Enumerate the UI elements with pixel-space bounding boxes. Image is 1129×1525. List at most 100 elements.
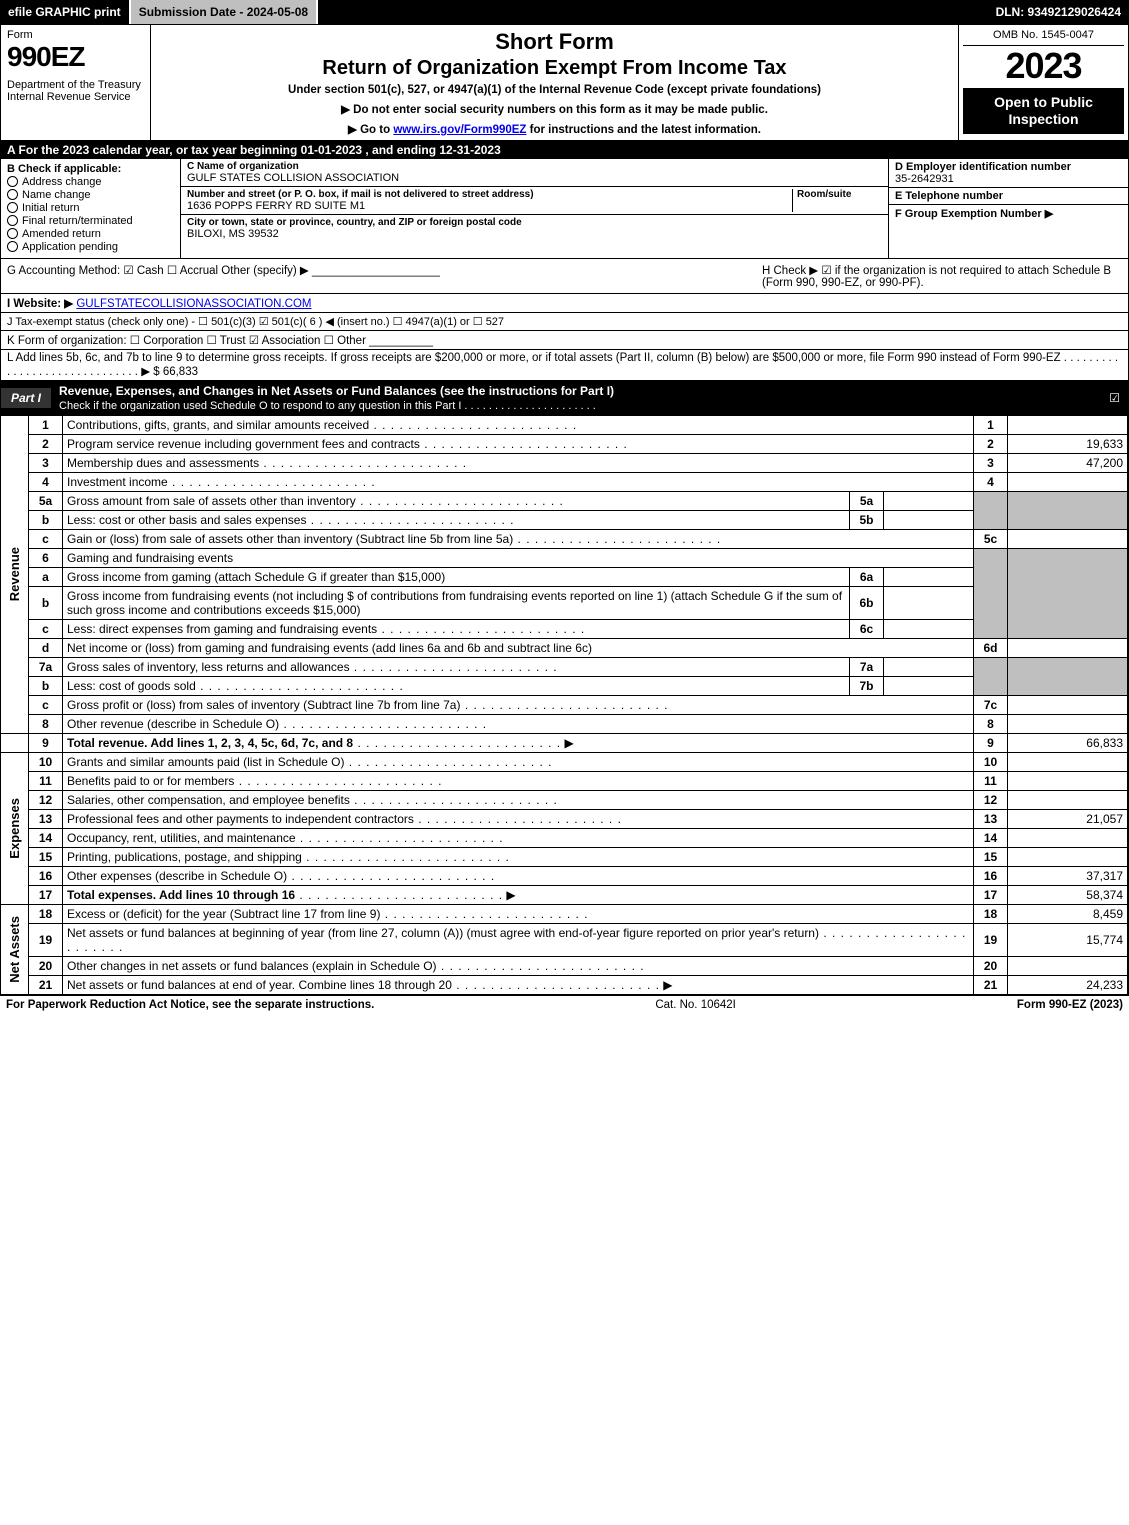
desc-12: Salaries, other compensation, and employ…	[63, 791, 974, 810]
public-inspection-badge: Open to Public Inspection	[963, 88, 1124, 134]
i-label: I Website: ▶	[7, 298, 73, 310]
section-b: B Check if applicable: Address change Na…	[1, 159, 181, 258]
desc-10: Grants and similar amounts paid (list in…	[63, 753, 974, 772]
desc-14: Occupancy, rent, utilities, and maintena…	[63, 829, 974, 848]
section-c: C Name of organization GULF STATES COLLI…	[181, 159, 888, 258]
val-13: 21,057	[1008, 810, 1128, 829]
b-label: B Check if applicable:	[7, 163, 174, 175]
form-header: Form 990EZ Department of the Treasury In…	[1, 25, 1128, 141]
page-footer: For Paperwork Reduction Act Notice, see …	[0, 996, 1129, 1014]
desc-6c: Less: direct expenses from gaming and fu…	[63, 620, 850, 639]
ssn-warning: ▶ Do not enter social security numbers o…	[157, 102, 952, 116]
desc-6a: Gross income from gaming (attach Schedul…	[63, 568, 850, 587]
desc-6d: Net income or (loss) from gaming and fun…	[63, 639, 974, 658]
irs-link[interactable]: www.irs.gov/Form990EZ	[393, 124, 526, 136]
ln-1: 1	[29, 416, 63, 435]
desc-18: Excess or (deficit) for the year (Subtra…	[63, 905, 974, 924]
val-16: 37,317	[1008, 867, 1128, 886]
desc-2: Program service revenue including govern…	[63, 435, 974, 454]
desc-5a: Gross amount from sale of assets other t…	[63, 492, 850, 511]
val-2: 19,633	[1008, 435, 1128, 454]
e-label: E Telephone number	[895, 190, 1122, 202]
c-city-label: City or town, state or province, country…	[187, 217, 882, 228]
section-i: I Website: ▶ GULFSTATECOLLISIONASSOCIATI…	[1, 294, 1128, 313]
desc-17: Total expenses. Add lines 10 through 16 …	[63, 886, 974, 905]
subtitle: Under section 501(c), 527, or 4947(a)(1)…	[157, 84, 952, 96]
desc-16: Other expenses (describe in Schedule O)	[63, 867, 974, 886]
val-3: 47,200	[1008, 454, 1128, 473]
g-accounting: G Accounting Method: ☑ Cash ☐ Accrual Ot…	[7, 263, 762, 289]
part-1-check[interactable]: ☑	[1109, 391, 1128, 405]
org-street: 1636 POPPS FERRY RD SUITE M1	[187, 200, 792, 212]
desc-6: Gaming and fundraising events	[63, 549, 974, 568]
desc-20: Other changes in net assets or fund bala…	[63, 957, 974, 976]
c-name-label: C Name of organization	[187, 161, 882, 172]
d-label: D Employer identification number	[895, 161, 1122, 173]
h-schedule-b: H Check ▶ ☑ if the organization is not r…	[762, 263, 1122, 289]
desc-6b: Gross income from fundraising events (no…	[63, 587, 850, 620]
cat-number: Cat. No. 10642I	[374, 999, 1017, 1011]
tax-year: 2023	[963, 48, 1124, 84]
desc-9: Total revenue. Add lines 1, 2, 3, 4, 5c,…	[63, 734, 974, 753]
val-19: 15,774	[1008, 924, 1128, 957]
section-k: K Form of organization: ☐ Corporation ☐ …	[1, 331, 1128, 350]
val-1	[1008, 416, 1128, 435]
title-return: Return of Organization Exempt From Incom…	[157, 57, 952, 80]
form-container: Form 990EZ Department of the Treasury In…	[0, 24, 1129, 996]
efile-print[interactable]: efile GRAPHIC print	[0, 0, 131, 24]
part-1-bar: Part I Revenue, Expenses, and Changes in…	[1, 381, 1128, 415]
header-left: Form 990EZ Department of the Treasury In…	[1, 25, 151, 140]
desc-8: Other revenue (describe in Schedule O)	[63, 715, 974, 734]
val-18: 8,459	[1008, 905, 1128, 924]
room-label: Room/suite	[797, 189, 882, 200]
goto-pre: ▶ Go to	[348, 124, 393, 136]
submission-date: Submission Date - 2024-05-08	[131, 0, 318, 24]
desc-11: Benefits paid to or for members	[63, 772, 974, 791]
desc-19: Net assets or fund balances at beginning…	[63, 924, 974, 957]
side-expenses: Expenses	[5, 794, 24, 863]
header-right: OMB No. 1545-0047 2023 Open to Public In…	[958, 25, 1128, 140]
chk-final-return[interactable]: Final return/terminated	[7, 215, 174, 227]
desc-15: Printing, publications, postage, and shi…	[63, 848, 974, 867]
chk-initial-return[interactable]: Initial return	[7, 202, 174, 214]
side-revenue: Revenue	[5, 543, 24, 605]
desc-13: Professional fees and other payments to …	[63, 810, 974, 829]
chk-application-pending[interactable]: Application pending	[7, 241, 174, 253]
org-name: GULF STATES COLLISION ASSOCIATION	[187, 172, 882, 184]
desc-7b: Less: cost of goods sold	[63, 677, 850, 696]
paperwork-notice: For Paperwork Reduction Act Notice, see …	[6, 999, 374, 1011]
part-1-note: Check if the organization used Schedule …	[59, 400, 596, 412]
dept-label: Department of the Treasury Internal Reve…	[7, 79, 144, 103]
section-b-through-f: B Check if applicable: Address change Na…	[1, 159, 1128, 259]
goto-post: for instructions and the latest informat…	[526, 124, 761, 136]
form-ref: Form 990-EZ (2023)	[1017, 999, 1123, 1011]
section-g-h: G Accounting Method: ☑ Cash ☐ Accrual Ot…	[1, 259, 1128, 294]
desc-7a: Gross sales of inventory, less returns a…	[63, 658, 850, 677]
omb-number: OMB No. 1545-0047	[963, 29, 1124, 46]
title-short-form: Short Form	[157, 29, 952, 55]
val-17: 58,374	[1008, 886, 1128, 905]
c-addr-label: Number and street (or P. O. box, if mail…	[187, 189, 792, 200]
dln: DLN: 93492129026424	[988, 0, 1129, 24]
val-21: 24,233	[1008, 976, 1128, 995]
goto-link-line: ▶ Go to www.irs.gov/Form990EZ for instru…	[157, 122, 952, 136]
top-bar: efile GRAPHIC print Submission Date - 20…	[0, 0, 1129, 24]
part-1-title: Revenue, Expenses, and Changes in Net As…	[51, 381, 1109, 415]
desc-5c: Gain or (loss) from sale of assets other…	[63, 530, 974, 549]
chk-name-change[interactable]: Name change	[7, 189, 174, 201]
chk-amended-return[interactable]: Amended return	[7, 228, 174, 240]
website-link[interactable]: GULFSTATECOLLISIONASSOCIATION.COM	[76, 298, 311, 310]
form-number: 990EZ	[7, 41, 144, 73]
f-label: F Group Exemption Number ▶	[895, 207, 1122, 220]
desc-1: Contributions, gifts, grants, and simila…	[63, 416, 974, 435]
header-center: Short Form Return of Organization Exempt…	[151, 25, 958, 140]
side-netassets: Net Assets	[5, 912, 24, 987]
chk-address-change[interactable]: Address change	[7, 176, 174, 188]
section-d-e-f: D Employer identification number 35-2642…	[888, 159, 1128, 258]
part-1-label: Part I	[1, 388, 51, 408]
desc-3: Membership dues and assessments	[63, 454, 974, 473]
ein: 35-2642931	[895, 173, 1122, 185]
section-j: J Tax-exempt status (check only one) - ☐…	[1, 313, 1128, 331]
section-l: L Add lines 5b, 6c, and 7b to line 9 to …	[1, 350, 1128, 381]
val-4	[1008, 473, 1128, 492]
